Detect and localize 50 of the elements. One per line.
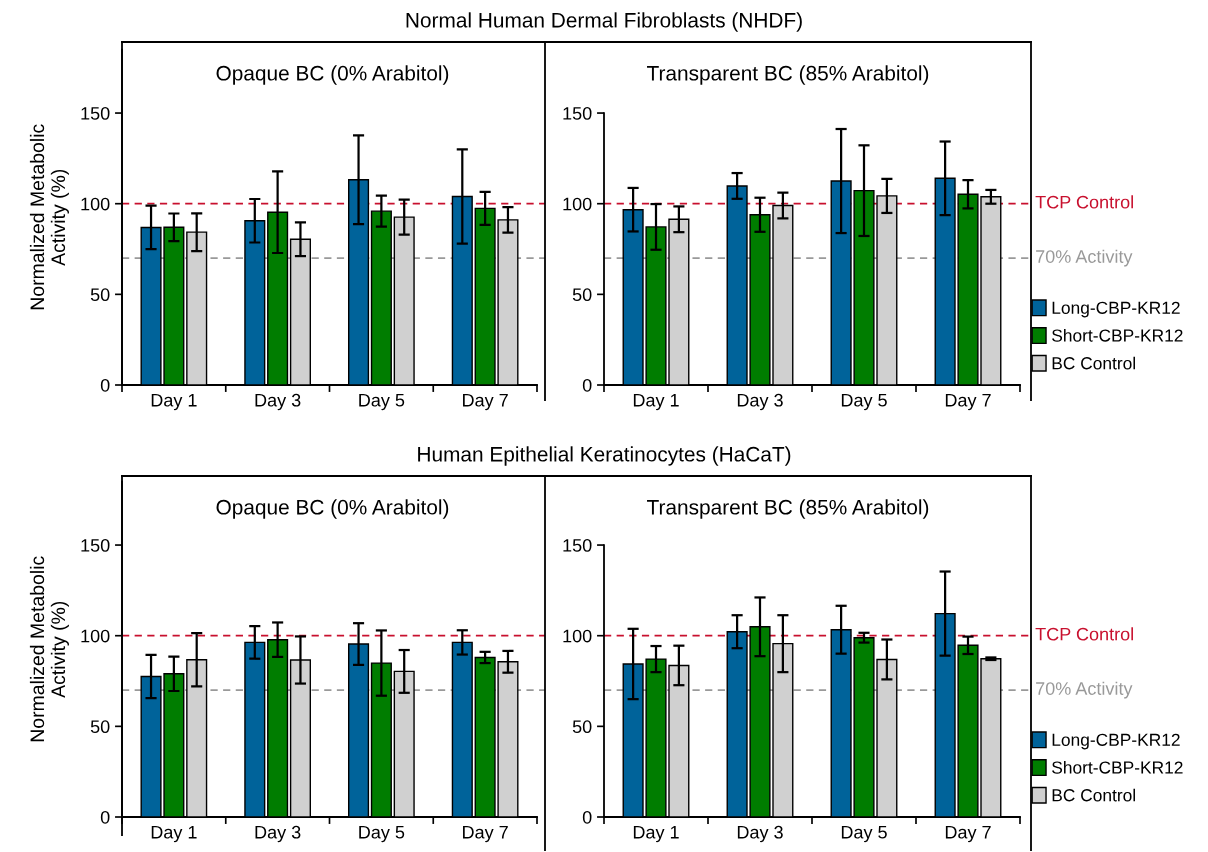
- y-tick-label: 0: [582, 810, 592, 824]
- y-axis-title: Normalized Metabolic Activity (%): [29, 124, 69, 310]
- ref-line-label: 70% Activity: [1036, 249, 1133, 267]
- y-tick-label: 50: [90, 720, 110, 734]
- y-tick-label: 100: [563, 197, 592, 211]
- x-tick-label: Day 7: [945, 394, 991, 411]
- legend-label: Long-CBP-KR12: [1052, 733, 1180, 750]
- text: Human Epithelial Keratinocytes (HaCaT): [418, 446, 791, 466]
- legend-label: Short-CBP-KR12: [1052, 328, 1183, 342]
- legend-label: Long-CBP-KR12: [1052, 301, 1180, 318]
- chart-subtitle: Transparent BC (85% Arabitol): [647, 499, 929, 519]
- ref-line-label: TCP Control: [1035, 195, 1133, 209]
- x-tick-label: Day 5: [359, 394, 405, 411]
- legend-label: BC Control: [1052, 356, 1135, 370]
- x-tick-label: Day 1: [151, 826, 197, 843]
- text: Opaque BC (0% Arabitol): [216, 499, 449, 519]
- x-tick-label: Day 1: [633, 394, 679, 411]
- x-tick-label: Day 7: [463, 394, 508, 411]
- y-tick-label: 150: [81, 538, 110, 552]
- x-tick-label: Day 3: [255, 825, 301, 843]
- x-tick-label: Day 7: [945, 826, 991, 843]
- x-tick-label: Day 3: [737, 825, 783, 843]
- x-tick-label: Day 3: [737, 393, 783, 411]
- x-tick-label: Day 3: [255, 393, 301, 411]
- y-tick-label: 150: [563, 538, 592, 552]
- y-tick-label: 150: [81, 106, 110, 120]
- ref-line-label: TCP Control: [1035, 627, 1133, 641]
- y-tick-label: 50: [90, 288, 110, 302]
- y-tick-label: 50: [572, 720, 592, 734]
- y-tick-label: 100: [563, 629, 592, 643]
- x-tick-label: Day 5: [359, 826, 405, 843]
- chart-subtitle: Transparent BC (85% Arabitol): [647, 65, 929, 85]
- y-tick-label: 0: [582, 378, 592, 392]
- y-tick-label: 100: [81, 197, 110, 211]
- x-tick-label: Day 5: [841, 394, 887, 411]
- y-tick-label: 100: [81, 629, 110, 643]
- ref-line-label: 70% Activity: [1036, 681, 1133, 699]
- x-tick-label: Day 1: [633, 826, 679, 843]
- y-tick-label: 50: [572, 288, 592, 302]
- x-tick-label: Day 1: [151, 394, 197, 411]
- legend-label: BC Control: [1052, 788, 1135, 802]
- y-axis-title: Normalized Metabolic Activity (%): [29, 556, 69, 742]
- x-tick-label: Day 5: [841, 826, 887, 843]
- y-tick-label: 150: [563, 106, 592, 120]
- legend-label: Short-CBP-KR12: [1052, 760, 1183, 774]
- y-tick-label: 0: [100, 378, 110, 392]
- text: Opaque BC (0% Arabitol): [216, 65, 449, 85]
- x-tick-label: Day 7: [463, 826, 508, 843]
- text: Normal Human Dermal Fibroblasts (NHDF): [406, 12, 802, 32]
- y-tick-label: 0: [100, 810, 110, 824]
